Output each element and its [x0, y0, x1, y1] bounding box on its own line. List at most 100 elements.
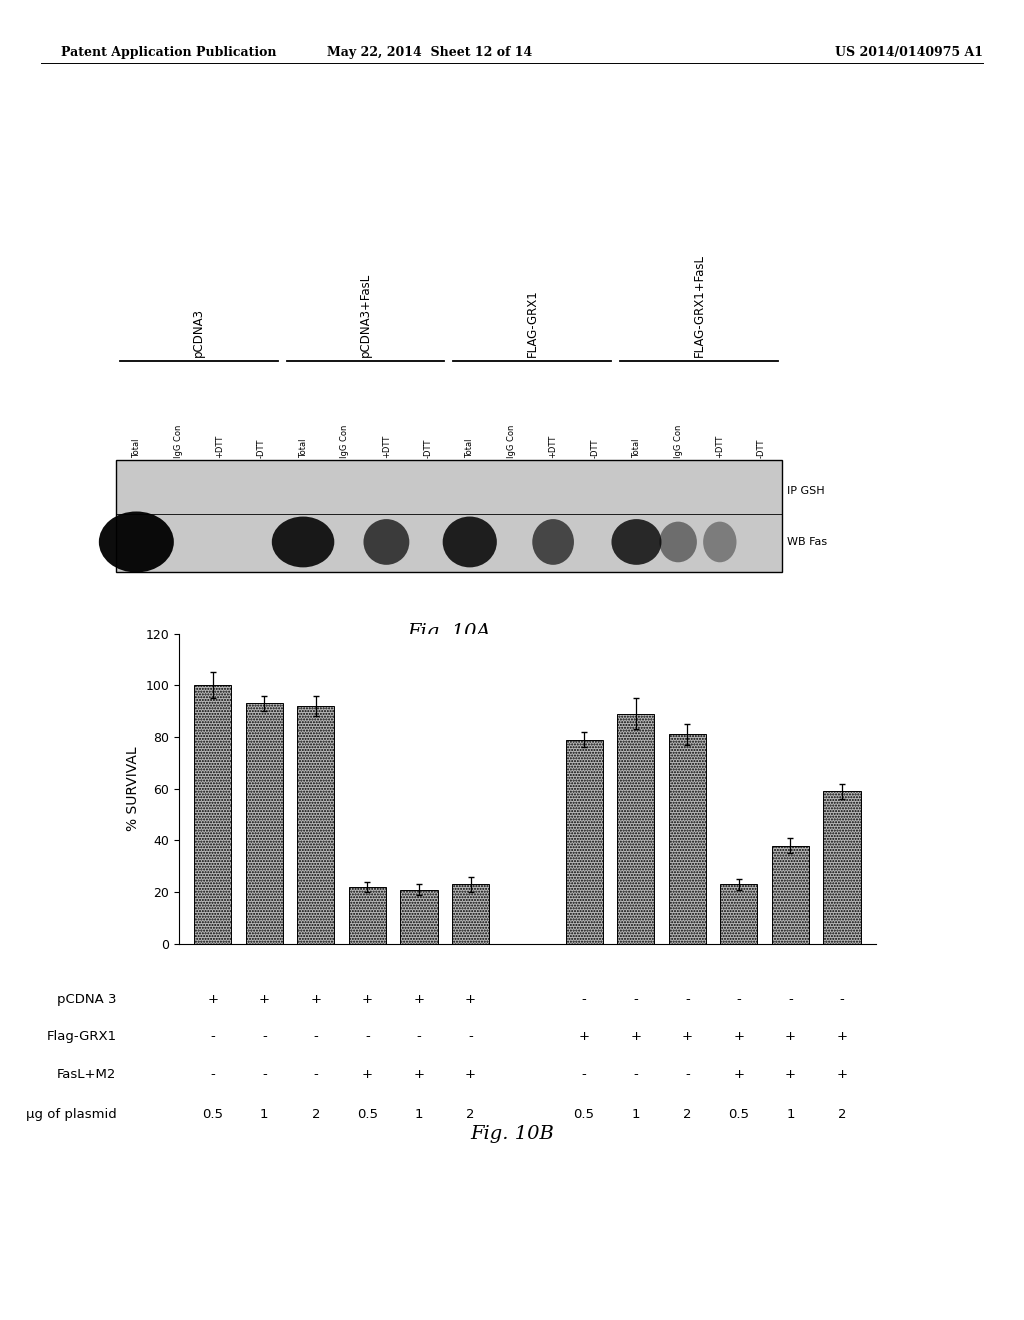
Text: -: - — [840, 993, 845, 1006]
Ellipse shape — [703, 521, 736, 562]
Text: -: - — [633, 993, 638, 1006]
Text: +: + — [465, 993, 476, 1006]
Text: pCDNA3: pCDNA3 — [193, 308, 206, 358]
Text: IgG Con: IgG Con — [340, 425, 349, 458]
Text: -DTT: -DTT — [424, 438, 432, 458]
Text: pCDNA3+FasL: pCDNA3+FasL — [359, 273, 372, 358]
Text: +: + — [837, 1031, 848, 1043]
Ellipse shape — [532, 519, 573, 565]
Text: 2: 2 — [838, 1107, 846, 1121]
Text: 0.5: 0.5 — [573, 1107, 595, 1121]
Text: May 22, 2014  Sheet 12 of 14: May 22, 2014 Sheet 12 of 14 — [328, 46, 532, 59]
Text: WB Fas: WB Fas — [786, 537, 827, 546]
Text: -: - — [366, 1031, 370, 1043]
Text: -: - — [262, 1031, 266, 1043]
Bar — [452, 884, 489, 944]
Text: 0.5: 0.5 — [728, 1107, 750, 1121]
Ellipse shape — [271, 516, 334, 568]
Text: -: - — [788, 993, 793, 1006]
Text: -: - — [417, 1031, 422, 1043]
FancyBboxPatch shape — [116, 461, 782, 572]
Text: +: + — [682, 1031, 693, 1043]
Text: +DTT: +DTT — [382, 434, 391, 458]
Text: -: - — [736, 993, 741, 1006]
Bar — [246, 704, 283, 944]
Y-axis label: % SURVIVAL: % SURVIVAL — [126, 746, 140, 832]
Text: +: + — [630, 1031, 641, 1043]
Text: 0.5: 0.5 — [202, 1107, 223, 1121]
Text: +: + — [414, 1068, 425, 1081]
Text: 0.5: 0.5 — [357, 1107, 378, 1121]
Ellipse shape — [99, 511, 174, 573]
Text: +: + — [785, 1068, 796, 1081]
Text: +: + — [361, 993, 373, 1006]
Text: -: - — [633, 1068, 638, 1081]
Text: -: - — [582, 1068, 587, 1081]
Ellipse shape — [611, 519, 662, 565]
Text: 2: 2 — [683, 1107, 691, 1121]
Bar — [195, 685, 231, 944]
Text: FLAG-GRX1+FasL: FLAG-GRX1+FasL — [692, 255, 706, 358]
Text: -: - — [468, 1031, 473, 1043]
Bar — [617, 714, 654, 944]
Text: -: - — [210, 1068, 215, 1081]
Text: 1: 1 — [632, 1107, 640, 1121]
Bar — [565, 739, 603, 944]
Text: +DTT: +DTT — [215, 434, 224, 458]
Bar — [400, 890, 437, 944]
Text: IP GSH: IP GSH — [786, 486, 824, 495]
Text: -: - — [582, 993, 587, 1006]
Text: +: + — [207, 993, 218, 1006]
Text: +: + — [465, 1068, 476, 1081]
Bar — [720, 884, 758, 944]
Text: +: + — [785, 1031, 796, 1043]
Text: IgG Con: IgG Con — [674, 425, 683, 458]
Text: Fig. 10A: Fig. 10A — [408, 623, 490, 642]
Text: μg of plasmid: μg of plasmid — [26, 1107, 117, 1121]
Ellipse shape — [659, 521, 697, 562]
Text: Total: Total — [465, 438, 474, 458]
Bar — [349, 887, 386, 944]
Text: US 2014/0140975 A1: US 2014/0140975 A1 — [835, 46, 983, 59]
Text: -: - — [313, 1068, 318, 1081]
Text: Total: Total — [299, 438, 307, 458]
Bar — [823, 791, 860, 944]
Ellipse shape — [364, 519, 410, 565]
Text: -DTT: -DTT — [757, 438, 766, 458]
Text: 2: 2 — [311, 1107, 321, 1121]
Bar — [297, 706, 335, 944]
Text: -DTT: -DTT — [257, 438, 266, 458]
Text: +: + — [579, 1031, 590, 1043]
Text: +: + — [733, 1031, 744, 1043]
Text: FLAG-GRX1: FLAG-GRX1 — [525, 289, 539, 358]
Bar — [772, 846, 809, 944]
Text: Patent Application Publication: Patent Application Publication — [61, 46, 276, 59]
Text: -: - — [685, 993, 689, 1006]
Text: +: + — [259, 993, 269, 1006]
Text: -: - — [210, 1031, 215, 1043]
Text: -: - — [685, 1068, 689, 1081]
Text: Total: Total — [132, 438, 141, 458]
Text: +: + — [837, 1068, 848, 1081]
Text: IgG Con: IgG Con — [173, 425, 182, 458]
Text: Total: Total — [632, 438, 641, 458]
Text: Fig. 10B: Fig. 10B — [470, 1125, 554, 1143]
Text: 1: 1 — [260, 1107, 268, 1121]
Bar — [669, 734, 706, 944]
Text: 1: 1 — [415, 1107, 423, 1121]
Text: +DTT: +DTT — [716, 434, 724, 458]
Text: +: + — [361, 1068, 373, 1081]
Text: +: + — [310, 993, 322, 1006]
Text: pCDNA 3: pCDNA 3 — [57, 993, 117, 1006]
Text: FasL+M2: FasL+M2 — [57, 1068, 117, 1081]
Text: +: + — [414, 993, 425, 1006]
Text: -: - — [313, 1031, 318, 1043]
Text: -: - — [262, 1068, 266, 1081]
Text: +DTT: +DTT — [549, 434, 558, 458]
Text: IgG Con: IgG Con — [507, 425, 516, 458]
Text: Flag-GRX1: Flag-GRX1 — [46, 1031, 117, 1043]
Text: 1: 1 — [786, 1107, 795, 1121]
Text: 2: 2 — [466, 1107, 475, 1121]
Ellipse shape — [442, 516, 497, 568]
Text: -DTT: -DTT — [590, 438, 599, 458]
